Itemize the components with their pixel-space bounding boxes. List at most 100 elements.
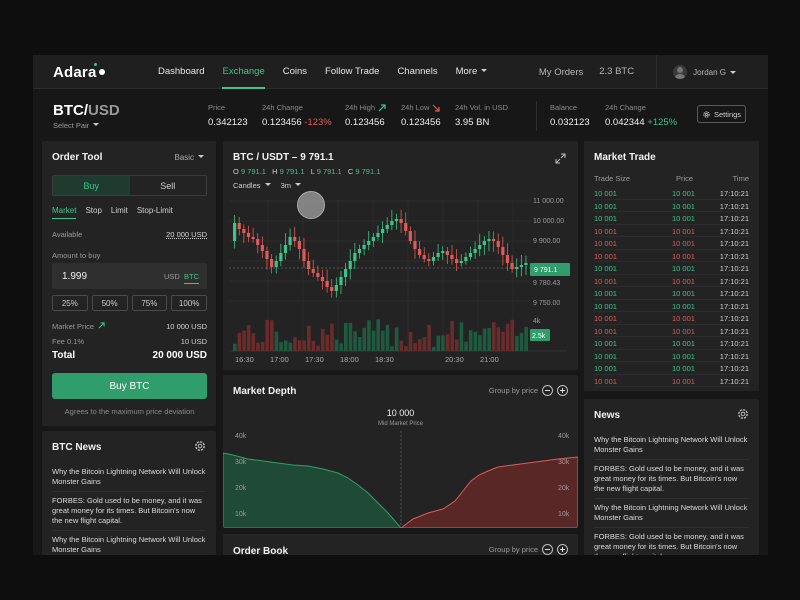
unit-btc-toggle[interactable]: BTC — [184, 272, 199, 284]
stat-bchange-amount: 0.042344 — [605, 117, 645, 128]
candle-body — [492, 239, 496, 241]
y-axis-label: 9 750.00 — [533, 300, 560, 307]
candle-body — [381, 229, 385, 233]
gear-icon[interactable] — [194, 440, 206, 452]
current-price-label: 9 791.1 — [534, 267, 557, 274]
exchange-app: Adara Dashboard Exchange Coins Follow Tr… — [33, 55, 768, 555]
logo-dot-icon — [98, 69, 105, 75]
chart-type-dropdown[interactable]: Candles — [233, 181, 271, 190]
plus-circle-icon[interactable] — [557, 544, 568, 555]
nav-item-dashboard[interactable]: Dashboard — [158, 66, 205, 77]
pair-quote: USD — [88, 102, 120, 119]
available-value[interactable]: 20 000 USD — [166, 230, 207, 239]
volume-bar — [348, 322, 353, 351]
volume-bar — [408, 331, 413, 351]
chevron-down-icon — [198, 155, 204, 158]
depth-y-tick-right: 10k — [558, 511, 570, 518]
stat-price-label: Price — [208, 103, 226, 112]
volume-bar — [468, 330, 473, 351]
ohlc-readout: O 9 791.1 H 9 791.1 L 9 791.1 C 9 791.1 — [233, 167, 384, 176]
amount-input[interactable]: 1.999 USD BTC — [52, 263, 207, 289]
volume-bar — [394, 327, 399, 351]
settings-button[interactable]: Settings — [697, 105, 746, 123]
trade-price: 10 001 — [672, 301, 695, 311]
nav-item-more[interactable]: More — [447, 55, 497, 89]
book-group-controls: Group by price — [489, 544, 568, 555]
minus-circle-icon[interactable] — [542, 385, 553, 396]
expand-icon[interactable] — [555, 153, 566, 164]
news-item[interactable]: FORBES: Gold used to be money, and it wa… — [594, 460, 749, 499]
candle-body — [505, 255, 510, 263]
trade-row: 10 001 10 001 17:10:21 — [594, 300, 749, 312]
tab-stop-limit[interactable]: Stop-Limit — [136, 206, 173, 215]
ohlc-c-label: C — [347, 167, 354, 176]
news-item[interactable]: Why the Bitcoin Lightning Network Will U… — [52, 531, 206, 555]
trade-row: 10 001 10 001 17:10:21 — [594, 337, 749, 350]
market-trade-header: Trade Size Price Time — [594, 174, 749, 184]
nav-item-coins[interactable]: Coins — [282, 66, 308, 77]
news-item[interactable]: Why the Bitcoin Lightning Network Will U… — [594, 431, 749, 460]
pct-100-button[interactable]: 100% — [171, 295, 207, 311]
news-item[interactable]: FORBES: Gold used to be money, and it wa… — [52, 492, 206, 531]
volume-bar — [302, 340, 306, 351]
news-item[interactable]: Why the Bitcoin Lightning Network Will U… — [52, 463, 206, 492]
volume-bar — [404, 345, 408, 351]
depth-y-tick-right: 40k — [558, 433, 570, 440]
minus-circle-icon[interactable] — [542, 544, 553, 555]
trade-row: 10 001 10 001 17:10:21 — [594, 275, 749, 287]
my-orders-link[interactable]: My Orders — [538, 66, 584, 78]
candle-body — [404, 223, 408, 231]
pct-75-button[interactable]: 75% — [131, 295, 168, 311]
nav-item-follow-trade[interactable]: Follow Trade — [325, 66, 380, 77]
volume-bar — [515, 336, 519, 351]
unit-usd-toggle[interactable]: USD — [164, 272, 180, 281]
plus-circle-icon[interactable] — [557, 385, 568, 396]
trade-row: 10 001 10 001 17:10:21 — [594, 375, 749, 387]
tab-stop[interactable]: Stop — [85, 206, 102, 215]
candle-body — [413, 241, 417, 249]
nav-item-exchange[interactable]: Exchange — [213, 55, 273, 89]
pct-50-button[interactable]: 50% — [91, 295, 128, 311]
news-item[interactable]: FORBES: Gold used to be money, and it wa… — [594, 528, 749, 555]
volume-bar — [478, 335, 482, 351]
buy-btc-button[interactable]: Buy BTC — [52, 373, 207, 399]
pct-25-button[interactable]: 25% — [52, 295, 88, 311]
order-mode-dropdown[interactable]: Basic — [174, 153, 204, 162]
nav-item-channels[interactable]: Channels — [397, 66, 438, 77]
volume-bar — [251, 333, 256, 351]
chart-interval-dropdown[interactable]: 3m — [280, 181, 302, 190]
tab-limit[interactable]: Limit — [110, 206, 128, 215]
news-item[interactable]: Why the Bitcoin Lightning Network Will U… — [594, 499, 749, 528]
x-axis-label: 18:00 — [340, 355, 359, 364]
ohlc-o-label: O — [233, 167, 239, 176]
trade-time: 17:10:21 — [719, 301, 749, 311]
user-menu[interactable]: Jordan G — [657, 65, 768, 79]
mid-market-label: Mid Market Price — [377, 421, 423, 427]
stat-balance-label: Balance — [550, 103, 578, 112]
tab-market[interactable]: Market — [52, 206, 77, 219]
gear-icon[interactable] — [737, 408, 749, 420]
order-tool-title: Order Tool — [52, 152, 103, 163]
sell-tab[interactable]: Sell — [160, 180, 176, 191]
volume-bar — [325, 334, 330, 351]
market-trade-rows: 10 001 10 001 17:10:21 10 001 10 001 17:10:21… — [594, 187, 749, 391]
candle-body — [260, 245, 264, 251]
candle-body — [478, 245, 482, 249]
volume-bar — [357, 336, 362, 351]
chart-interval-label: 3m — [280, 181, 292, 190]
chevron-down-icon — [264, 183, 271, 186]
trade-row: 10 001 10 001 17:10:21 — [594, 212, 749, 225]
trade-price: 10 001 — [672, 376, 695, 386]
stat-balance: Balance 0.032123 — [550, 103, 590, 128]
candle-body — [283, 245, 288, 253]
volume-bar — [519, 332, 524, 351]
brand-logo[interactable]: Adara — [53, 63, 105, 81]
select-pair-dropdown[interactable]: Select Pair — [53, 121, 100, 130]
x-axis-label: 17:00 — [270, 355, 289, 364]
fee-value: 10 USD — [180, 337, 207, 346]
candlestick-chart[interactable]: 11 000.00 10 000.00 9 900.00 9 750.00 9 780.… — [223, 141, 578, 370]
depth-chart[interactable]: 40k 30k 20k 10k 40k 30k 20k 10k — [223, 375, 578, 528]
buy-tab[interactable]: Buy — [53, 176, 130, 195]
volume-bar — [505, 323, 510, 351]
volume-bar — [390, 346, 394, 351]
